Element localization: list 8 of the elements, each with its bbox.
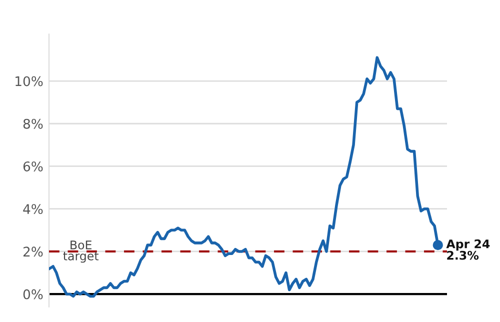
ref-line-label: BoE target [63,240,99,263]
y-tick-label: 6% [23,161,43,172]
y-tick-label: 2% [23,246,43,257]
y-tick-label: 8% [23,118,43,129]
y-tick-label: 0% [23,289,43,300]
y-tick-label: 4% [23,204,43,214]
y-tick-label: 10% [16,76,43,86]
annotation: Apr 24 2.3% [446,239,490,260]
